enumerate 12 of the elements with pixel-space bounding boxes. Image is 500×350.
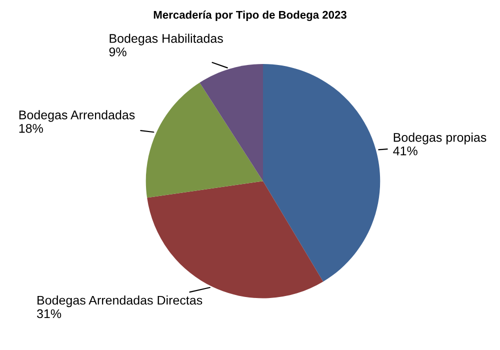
data-label: 31% (36, 309, 62, 318)
pie-slice (200, 64, 263, 182)
slice-label: Bodegas Arrendadas Directas (38, 295, 202, 308)
slice-label: Bodegas Habilitadas (110, 34, 223, 46)
pie-slice (146, 82, 263, 198)
data-label: 9% (109, 47, 126, 56)
pie-slice (263, 64, 380, 282)
slice-label: Bodegas Arrendadas (19, 110, 135, 122)
slice-label: Bodegas propias (394, 132, 486, 144)
data-label: 41% (393, 146, 418, 156)
data-label: 18% (19, 124, 43, 133)
chart-title: Mercadería por Tipo de Bodega 2023 (154, 10, 346, 22)
